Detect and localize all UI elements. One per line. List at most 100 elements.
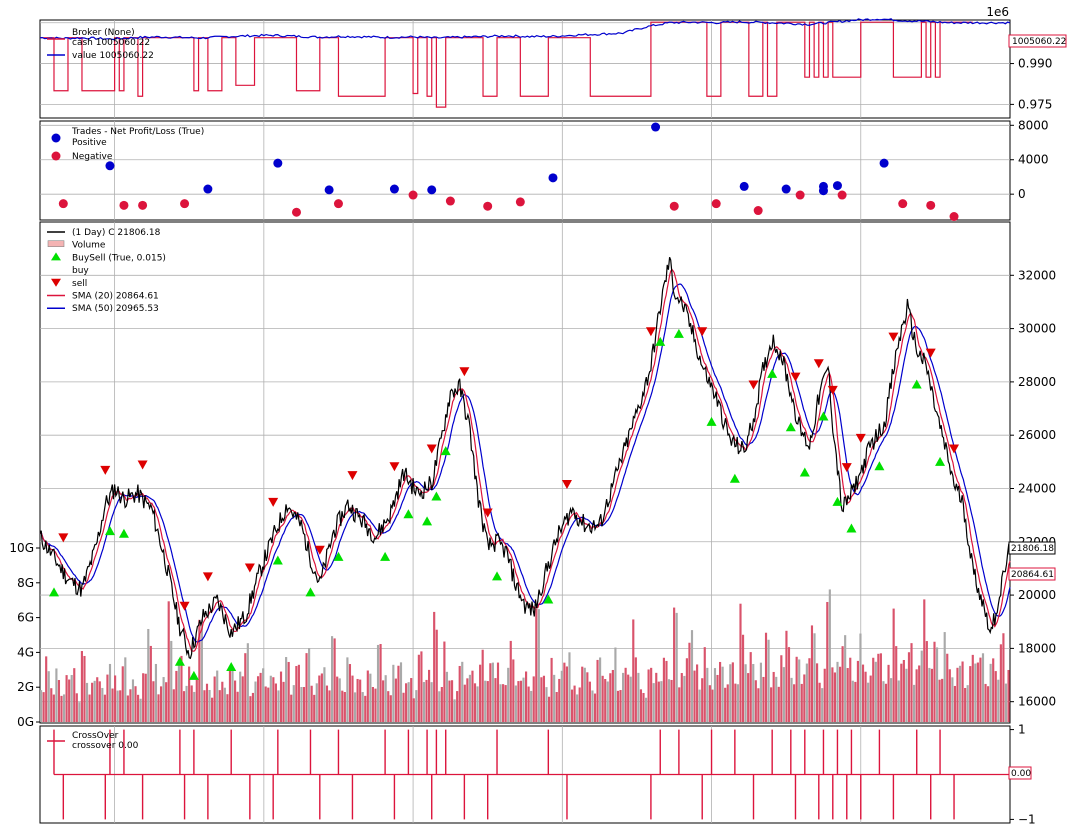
sell-marker-49 bbox=[888, 332, 899, 342]
buy-marker-44 bbox=[832, 496, 843, 506]
volume-bar-304 bbox=[816, 663, 819, 722]
volume-bar-293 bbox=[787, 647, 791, 722]
svg-text:21806.18: 21806.18 bbox=[1011, 544, 1054, 554]
volume-bar-211 bbox=[578, 687, 581, 722]
volume-bar-307 bbox=[823, 668, 826, 722]
volume-bar-132 bbox=[376, 644, 380, 722]
volume-bar-35 bbox=[129, 689, 132, 722]
sell-marker-5 bbox=[137, 460, 148, 470]
volume-bar-94 bbox=[279, 671, 283, 722]
volume-bar-12 bbox=[70, 675, 73, 722]
volume-bar-0 bbox=[40, 690, 43, 722]
volume-bar-207 bbox=[568, 652, 571, 722]
volume-bar-4 bbox=[50, 688, 53, 722]
volume-bar-193 bbox=[532, 676, 535, 722]
volume-bar-50 bbox=[167, 601, 170, 722]
close-price-line bbox=[39, 256, 1011, 660]
volume-bar-321 bbox=[859, 633, 862, 722]
volume-bar-84 bbox=[254, 681, 257, 722]
volume-bar-181 bbox=[502, 684, 505, 722]
volume-bar-99 bbox=[292, 685, 295, 722]
volume-bar-329 bbox=[879, 653, 882, 722]
volume-bar-255 bbox=[690, 630, 694, 722]
volume-bar-239 bbox=[650, 667, 653, 722]
volume-bar-336 bbox=[897, 680, 900, 722]
broker-legend-title: Broker (None) bbox=[72, 28, 135, 38]
volume-bar-64 bbox=[203, 690, 206, 722]
volume-bar-167 bbox=[466, 678, 469, 722]
sell-marker-36 bbox=[748, 380, 759, 390]
volume-bar-133 bbox=[379, 644, 382, 722]
buy-marker-16 bbox=[333, 551, 344, 561]
volume-bar-306 bbox=[821, 688, 824, 722]
volume-bar-288 bbox=[775, 676, 778, 722]
sma-tag: 20864.61 bbox=[1008, 567, 1056, 581]
volume-bar-276 bbox=[744, 664, 747, 722]
volume-bar-150 bbox=[422, 682, 426, 722]
volume-bar-17 bbox=[83, 655, 86, 722]
volume-bar-282 bbox=[759, 662, 762, 722]
volume-bar-188 bbox=[519, 680, 523, 722]
volume-bar-143 bbox=[405, 683, 408, 722]
buy-marker-40 bbox=[799, 467, 810, 477]
volume-bar-337 bbox=[900, 663, 903, 722]
trades-legend-positive: Positive bbox=[72, 138, 107, 148]
volume-bar-175 bbox=[486, 681, 489, 722]
sell-marker-43 bbox=[827, 385, 838, 395]
buy-marker-23 bbox=[431, 491, 442, 501]
volume-bar-185 bbox=[512, 659, 515, 722]
volume-bar-65 bbox=[205, 683, 209, 722]
volume-bar-251 bbox=[680, 673, 683, 722]
trade-point-21 bbox=[753, 206, 763, 216]
volume-bar-151 bbox=[425, 679, 428, 722]
volume-bar-56 bbox=[182, 691, 186, 722]
volume-bar-46 bbox=[157, 694, 160, 722]
price-legend-label-4: sell bbox=[72, 279, 87, 289]
volume-bar-164 bbox=[458, 665, 461, 722]
sell-marker-51 bbox=[925, 348, 936, 358]
volume-bar-130 bbox=[371, 687, 374, 722]
volume-bar-310 bbox=[831, 667, 834, 722]
price-ytick-label-7: 30000 bbox=[1018, 322, 1056, 336]
volume-bar-296 bbox=[795, 656, 798, 722]
volume-bar-378 bbox=[1004, 683, 1008, 722]
volume-bar-114 bbox=[331, 636, 334, 722]
price-legend-label-5: SMA (20) 20864.61 bbox=[72, 292, 159, 302]
volume-bar-53 bbox=[175, 670, 178, 722]
volume-bar-270 bbox=[729, 664, 732, 722]
volume-bar-342 bbox=[913, 684, 916, 722]
volume-bar-174 bbox=[484, 680, 487, 722]
volume-y-ticks: 0G 2G 4G 6G 8G 10G bbox=[9, 541, 40, 729]
volume-bar-44 bbox=[152, 681, 155, 722]
volume-bar-92 bbox=[274, 683, 277, 722]
trade-point-18 bbox=[669, 201, 679, 211]
volume-bar-340 bbox=[907, 652, 911, 722]
volume-bar-260 bbox=[703, 647, 706, 722]
volume-bar-234 bbox=[637, 672, 640, 722]
buy-marker-35 bbox=[729, 473, 740, 483]
volume-bar-326 bbox=[872, 657, 875, 722]
volume-bar-242 bbox=[657, 681, 660, 722]
buy-marker-50 bbox=[911, 379, 922, 389]
volume-bar-61 bbox=[195, 679, 198, 722]
volume-bar-314 bbox=[841, 646, 844, 722]
volume-bar-317 bbox=[849, 657, 852, 722]
sell-marker-22 bbox=[426, 444, 437, 454]
sell-marker-9 bbox=[202, 572, 213, 582]
volume-bar-67 bbox=[211, 697, 214, 722]
sell-marker-30 bbox=[645, 327, 656, 337]
volume-bar-3 bbox=[47, 671, 50, 722]
volume-bar-101 bbox=[297, 664, 300, 722]
broker-ytick-label-0: 0.975 bbox=[1018, 97, 1052, 111]
sell-marker-33 bbox=[697, 327, 708, 337]
volume-bar-295 bbox=[793, 684, 796, 722]
volume-bar-86 bbox=[259, 672, 262, 722]
volume-bar-37 bbox=[134, 686, 137, 722]
trade-point-15 bbox=[515, 197, 525, 207]
volume-bar-277 bbox=[747, 673, 750, 722]
volume-bar-373 bbox=[992, 658, 995, 722]
price-legend-label-3: buy bbox=[72, 266, 89, 276]
price-ytick-label-0: 16000 bbox=[1018, 695, 1056, 709]
buy-marker-18 bbox=[380, 551, 391, 561]
volume-bar-176 bbox=[489, 663, 492, 722]
